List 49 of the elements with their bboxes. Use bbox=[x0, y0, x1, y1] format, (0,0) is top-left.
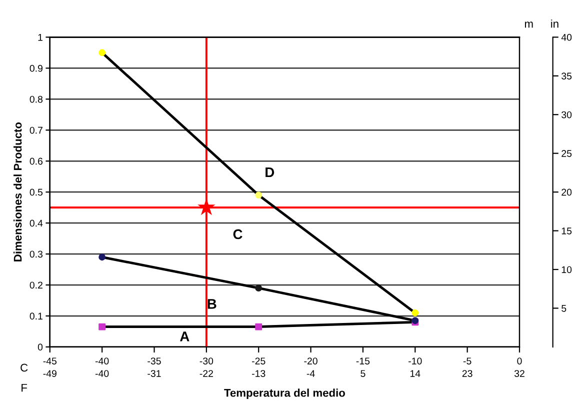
y2-tick-label: 20 bbox=[562, 188, 572, 196]
y2-tick-label: 15 bbox=[562, 228, 572, 234]
x-tick-label: -20 bbox=[304, 358, 318, 364]
y-tick-label: 1 bbox=[38, 34, 42, 41]
annotation: D bbox=[266, 167, 274, 178]
x-tick-label: -35 bbox=[148, 358, 161, 364]
x2-tick-label: 14 bbox=[410, 370, 420, 377]
x-axis-title: Temperatura del medio bbox=[224, 388, 345, 399]
x-tick-label: -30 bbox=[200, 358, 214, 364]
x-tick-label: -5 bbox=[463, 358, 472, 364]
y2-tick-label: 30 bbox=[562, 111, 572, 118]
y-tick-label: 0.7 bbox=[30, 126, 42, 134]
text: C bbox=[20, 364, 28, 372]
x-tick-label: -10 bbox=[408, 358, 422, 364]
y-tick-label: 0.6 bbox=[30, 158, 43, 165]
x-tick-label: -25 bbox=[252, 358, 266, 364]
x-tick-label: 0 bbox=[517, 358, 522, 364]
y-tick-label: 0.3 bbox=[30, 250, 43, 258]
y-tick-label: 0.5 bbox=[30, 188, 43, 196]
annotation: B bbox=[208, 299, 216, 309]
y-tick-label: 0.1 bbox=[30, 312, 42, 320]
y2-tick-label: 40 bbox=[561, 34, 572, 41]
x2-tick-label: -40 bbox=[95, 370, 109, 377]
x2-tick-label: -49 bbox=[43, 370, 56, 377]
y-tick-label: 0 bbox=[38, 344, 43, 351]
x2-tick-label: -22 bbox=[200, 370, 213, 377]
y2-tick-label: 25 bbox=[562, 150, 572, 157]
y2-tick-label: 35 bbox=[562, 72, 572, 80]
y2-tick-label: 10 bbox=[562, 266, 572, 274]
x2-tick-label: 32 bbox=[514, 370, 524, 377]
y-axis-title: Dimensiones del Producto bbox=[14, 122, 22, 262]
x2-tick-label: 23 bbox=[462, 370, 472, 377]
y2-tick-label: 5 bbox=[562, 305, 566, 312]
text: F bbox=[22, 384, 28, 392]
annotation: A bbox=[180, 332, 190, 342]
x-tick-label: -15 bbox=[356, 358, 370, 364]
annotation: C bbox=[233, 229, 242, 240]
text: m bbox=[524, 22, 533, 28]
x2-tick-label: -4 bbox=[306, 370, 315, 377]
x-tick-label: -40 bbox=[95, 358, 109, 364]
x2-tick-label: -13 bbox=[252, 370, 266, 377]
x2-tick-label: 5 bbox=[360, 370, 366, 377]
x2-tick-label: -31 bbox=[148, 370, 161, 377]
y-tick-label: 0.8 bbox=[30, 96, 43, 103]
x-tick-label: -45 bbox=[43, 358, 57, 364]
text: in bbox=[551, 20, 558, 28]
y-tick-label: 0.9 bbox=[30, 64, 42, 72]
y-tick-label: 0.2 bbox=[30, 282, 42, 289]
y-tick-label: 0.4 bbox=[30, 220, 43, 227]
